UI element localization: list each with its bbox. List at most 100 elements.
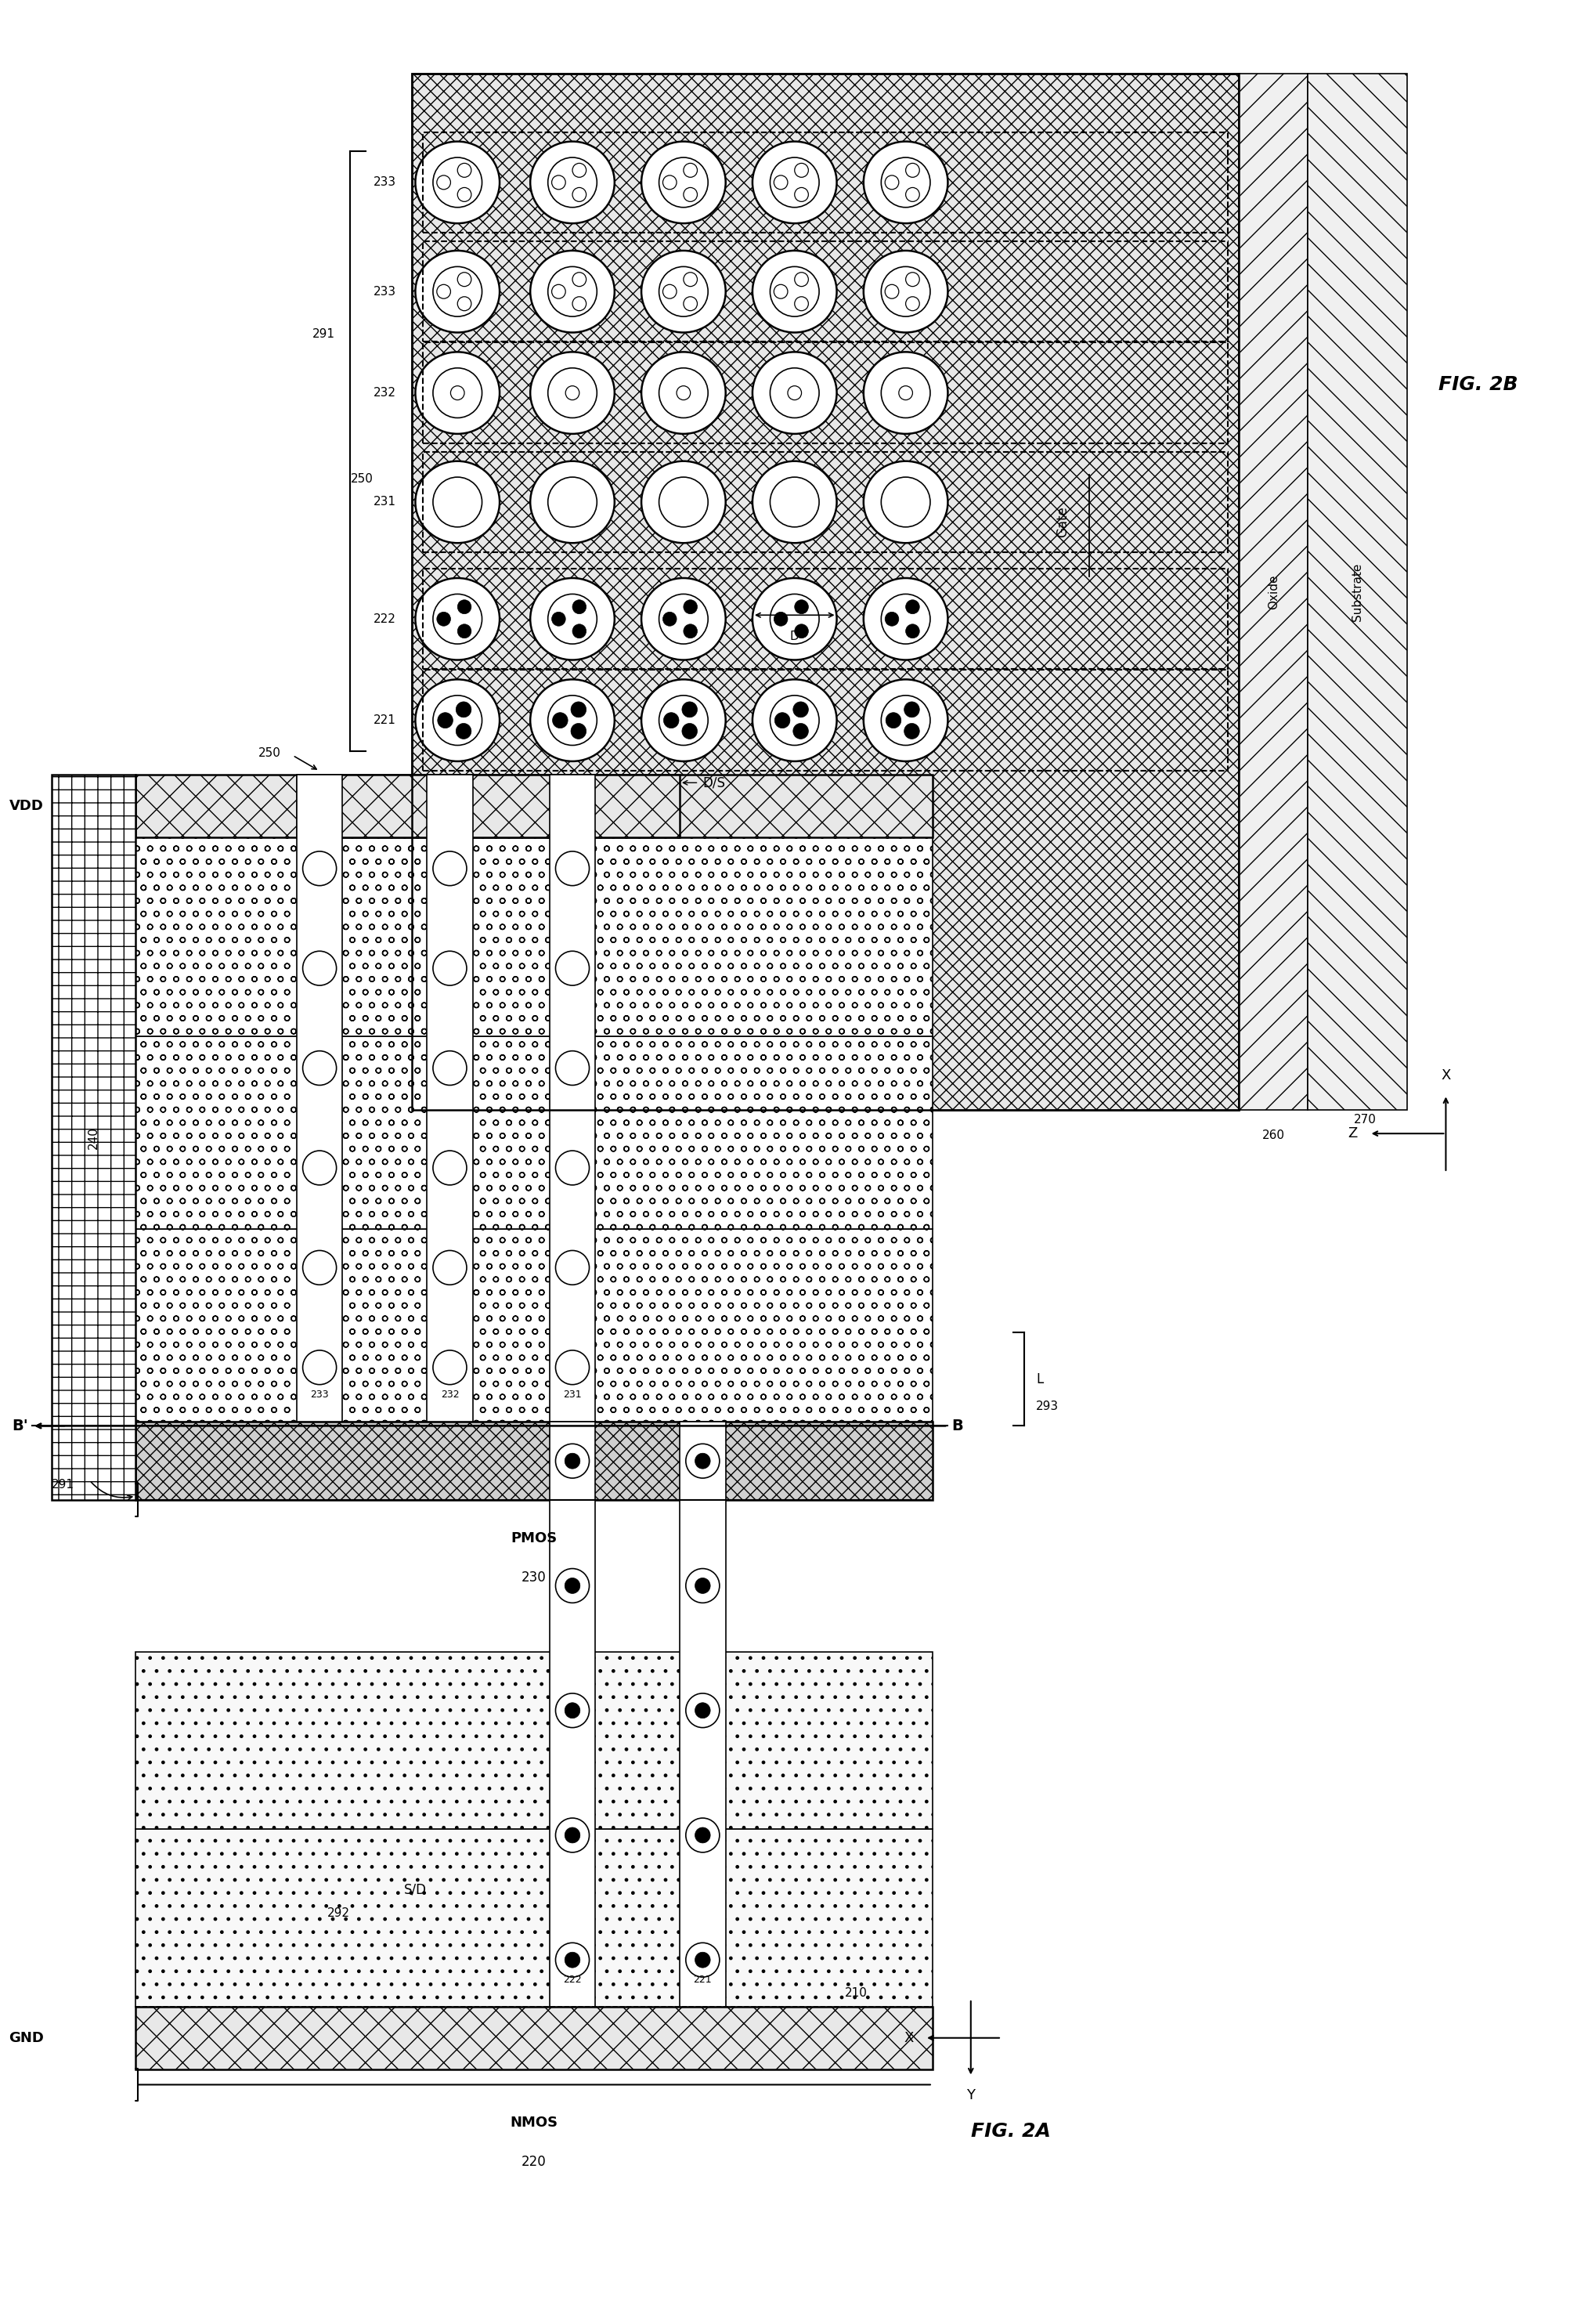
Circle shape [769, 267, 818, 316]
Circle shape [433, 1250, 466, 1285]
Circle shape [565, 1827, 579, 1843]
Text: FIG. 2A: FIG. 2A [970, 2122, 1050, 2140]
Ellipse shape [641, 351, 725, 435]
Text: 221: 221 [692, 1975, 711, 1985]
Circle shape [303, 1150, 336, 1185]
Text: VDD: VDD [9, 799, 44, 813]
Ellipse shape [414, 142, 499, 223]
Circle shape [769, 367, 818, 418]
Ellipse shape [641, 251, 725, 332]
Circle shape [686, 1443, 719, 1478]
Text: 230: 230 [521, 1571, 546, 1585]
Ellipse shape [641, 679, 725, 762]
Circle shape [683, 297, 697, 311]
Circle shape [659, 595, 708, 644]
Ellipse shape [414, 679, 499, 762]
Text: 232: 232 [374, 388, 396, 400]
Text: 221: 221 [374, 713, 396, 725]
Circle shape [548, 367, 597, 418]
Ellipse shape [864, 351, 947, 435]
Ellipse shape [531, 351, 614, 435]
Circle shape [565, 1703, 579, 1717]
Text: 220: 220 [521, 2154, 546, 2168]
Bar [550, 1422, 595, 2006]
Circle shape [787, 386, 801, 400]
Ellipse shape [864, 679, 947, 762]
Bar [1308, 74, 1407, 1111]
Circle shape [774, 611, 787, 625]
Circle shape [548, 267, 597, 316]
Ellipse shape [752, 142, 837, 223]
Bar [135, 1037, 933, 1229]
Circle shape [433, 851, 466, 885]
Ellipse shape [531, 579, 614, 660]
Circle shape [457, 297, 471, 311]
Circle shape [433, 158, 482, 207]
Ellipse shape [864, 142, 947, 223]
Circle shape [794, 272, 809, 286]
Circle shape [556, 951, 589, 985]
Circle shape [881, 267, 929, 316]
Circle shape [571, 272, 586, 286]
Circle shape [457, 163, 471, 177]
Circle shape [457, 188, 471, 202]
Bar [135, 1829, 933, 2006]
Circle shape [548, 595, 597, 644]
Circle shape [433, 595, 482, 644]
Circle shape [681, 723, 697, 739]
Text: 233: 233 [374, 177, 396, 188]
Ellipse shape [752, 251, 837, 332]
Text: D: D [790, 630, 799, 641]
Circle shape [686, 1817, 719, 1852]
Circle shape [769, 476, 818, 528]
Text: FIG. 2B: FIG. 2B [1438, 374, 1517, 393]
Circle shape [774, 284, 787, 297]
Circle shape [683, 625, 697, 639]
Ellipse shape [864, 460, 947, 544]
Text: 222: 222 [564, 1975, 581, 1985]
Circle shape [659, 476, 708, 528]
Ellipse shape [414, 579, 499, 660]
Circle shape [683, 163, 697, 177]
Text: Substrate: Substrate [1352, 562, 1363, 621]
Text: 250: 250 [350, 472, 374, 483]
Text: 231: 231 [564, 1390, 581, 1399]
Ellipse shape [414, 251, 499, 332]
Circle shape [556, 1250, 589, 1285]
Circle shape [565, 1578, 579, 1594]
Text: Z: Z [1347, 1127, 1356, 1141]
Circle shape [881, 367, 929, 418]
Circle shape [556, 1569, 589, 1604]
Circle shape [885, 713, 901, 727]
Bar [422, 451, 1226, 553]
Circle shape [663, 174, 677, 191]
Circle shape [457, 272, 471, 286]
Circle shape [774, 174, 787, 191]
Text: 293: 293 [1036, 1401, 1058, 1413]
Text: 231: 231 [374, 497, 396, 509]
Bar [135, 2006, 933, 2068]
Circle shape [433, 367, 482, 418]
Ellipse shape [641, 460, 725, 544]
Circle shape [659, 367, 708, 418]
Circle shape [551, 284, 565, 297]
Text: NMOS: NMOS [510, 2115, 557, 2131]
Circle shape [571, 297, 586, 311]
Text: B: B [951, 1418, 962, 1434]
Circle shape [663, 284, 677, 297]
Circle shape [571, 625, 586, 639]
Text: 291: 291 [312, 328, 334, 339]
Circle shape [881, 158, 929, 207]
Text: X: X [903, 2031, 912, 2045]
Circle shape [457, 625, 471, 639]
Ellipse shape [531, 460, 614, 544]
Bar [135, 1229, 933, 1422]
Bar [427, 774, 473, 1422]
Ellipse shape [414, 460, 499, 544]
Circle shape [663, 611, 677, 625]
Circle shape [455, 723, 471, 739]
Circle shape [659, 158, 708, 207]
Circle shape [884, 174, 898, 191]
Circle shape [906, 188, 918, 202]
Circle shape [881, 476, 929, 528]
